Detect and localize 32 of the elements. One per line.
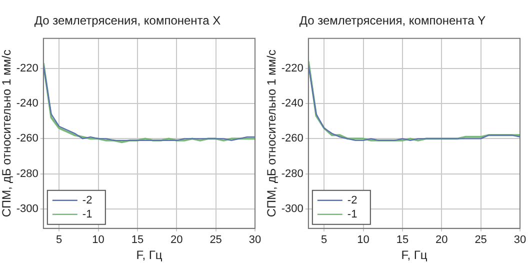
y-tick-label: -280 bbox=[281, 168, 304, 180]
x-tick-label: 5 bbox=[56, 234, 62, 246]
x-axis-title: F, Гц bbox=[136, 248, 162, 262]
x-tick-label: 10 bbox=[92, 234, 104, 246]
chart-title: До землетрясения, компонента Y bbox=[299, 14, 486, 28]
x-tick-label: 15 bbox=[396, 234, 409, 246]
y-tick-label: -240 bbox=[16, 98, 38, 110]
y-tick-label: -240 bbox=[281, 98, 304, 110]
legend-label: -1 bbox=[347, 208, 358, 220]
x-tick-label: 30 bbox=[514, 234, 526, 246]
x-tick-label: 10 bbox=[357, 234, 370, 246]
x-tick-label: 5 bbox=[321, 234, 328, 246]
legend-label: -2 bbox=[347, 194, 358, 206]
y-tick-label: -220 bbox=[281, 62, 304, 74]
x-tick-label: 15 bbox=[131, 234, 144, 246]
legend-label: -2 bbox=[82, 194, 92, 206]
y-tick-label: -260 bbox=[281, 132, 304, 145]
legend-label: -1 bbox=[82, 208, 92, 220]
y-axis-title: СПМ, дБ относительно 1 мм/с bbox=[0, 50, 14, 218]
chart-title: До землетрясения, компонента X bbox=[34, 14, 221, 28]
y-tick-label: -280 bbox=[16, 168, 38, 180]
y-tick-label: -220 bbox=[16, 62, 38, 74]
y-tick-label: -300 bbox=[281, 203, 304, 216]
x-tick-label: 20 bbox=[436, 234, 448, 246]
y-tick-label: -300 bbox=[16, 203, 38, 216]
y-axis-title: СПМ, дБ относительно 1 мм/с bbox=[264, 50, 279, 218]
x-tick-label: 25 bbox=[210, 234, 222, 246]
y-tick-label: -260 bbox=[16, 132, 38, 145]
x-tick-label: 20 bbox=[170, 234, 183, 246]
x-tick-label: 25 bbox=[474, 234, 487, 246]
x-axis-title: F, Гц bbox=[401, 248, 428, 262]
x-tick-label: 30 bbox=[248, 234, 262, 246]
